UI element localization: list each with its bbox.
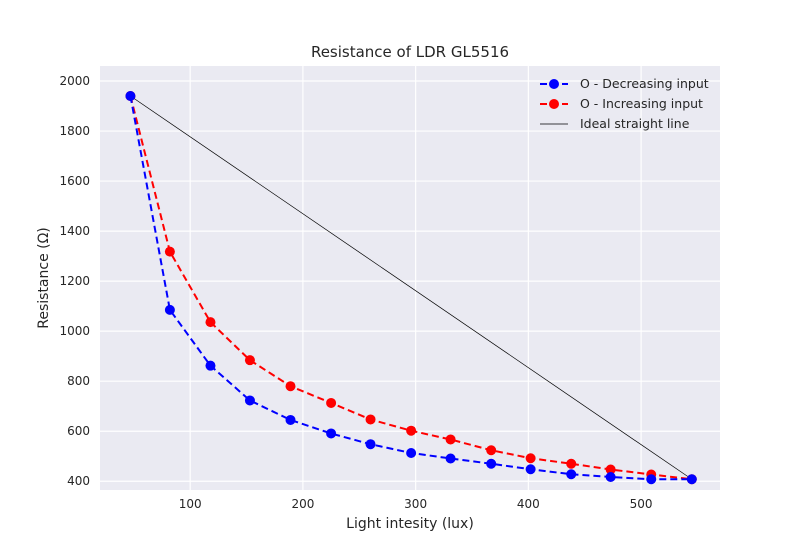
y-tick-label: 2000 [59, 74, 90, 88]
x-tick-label: 400 [517, 497, 540, 511]
data-point-series-0 [365, 439, 376, 450]
legend-swatch-marker [549, 99, 559, 109]
x-tick-label: 300 [404, 497, 427, 511]
data-point-series-1 [285, 381, 296, 392]
series-line-2 [130, 95, 693, 480]
data-point-series-1 [326, 397, 337, 408]
x-axis-label: Light intesity (lux) [346, 516, 474, 532]
data-point-series-1 [365, 414, 376, 425]
data-point-series-1 [486, 445, 497, 456]
data-point-series-0 [486, 458, 497, 469]
data-point-series-0 [326, 428, 337, 439]
data-point-series-1 [164, 246, 175, 257]
y-tick-label: 800 [67, 374, 90, 388]
x-tick-label: 500 [630, 497, 653, 511]
data-point-series-1 [525, 453, 536, 464]
legend-entry-label: O - Increasing input [580, 96, 703, 111]
data-point-series-0 [244, 395, 255, 406]
series-layer [125, 91, 697, 485]
data-point-series-0 [125, 91, 136, 102]
y-tick-label: 1600 [59, 174, 90, 188]
data-point-series-0 [525, 464, 536, 475]
data-point-series-0 [566, 469, 577, 480]
data-point-series-0 [445, 453, 456, 464]
data-point-series-1 [566, 458, 577, 469]
y-tick-label: 1200 [59, 274, 90, 288]
data-point-series-1 [205, 317, 216, 328]
data-point-series-0 [646, 474, 657, 485]
chart-title: Resistance of LDR GL5516 [311, 43, 509, 61]
plot-area [100, 66, 720, 490]
legend-entry-label: Ideal straight line [580, 116, 690, 131]
y-tick-label: 600 [67, 424, 90, 438]
legend-entry-label: O - Decreasing input [580, 76, 709, 91]
data-point-series-0 [605, 471, 616, 482]
data-point-series-1 [445, 434, 456, 445]
x-tick-label: 200 [291, 497, 314, 511]
data-point-series-0 [406, 447, 417, 458]
data-point-series-0 [285, 414, 296, 425]
legend: O - Decreasing input O - Increasing input… [540, 76, 709, 131]
y-axis-label: Resistance (Ω) [36, 227, 52, 329]
y-tick-labels: 400 600 800 1000 1200 1400 1600 1800 2000 [59, 74, 90, 488]
data-point-series-1 [605, 464, 616, 475]
x-tick-label: 100 [179, 497, 202, 511]
y-tick-label: 1000 [59, 324, 90, 338]
grid [100, 66, 720, 490]
data-point-series-1 [244, 355, 255, 366]
data-point-series-0 [164, 304, 175, 315]
y-tick-label: 1800 [59, 124, 90, 138]
data-point-series-1 [406, 425, 417, 436]
x-tick-labels: 100 200 300 400 500 [179, 497, 653, 511]
data-point-series-0 [686, 474, 697, 485]
y-tick-label: 1400 [59, 224, 90, 238]
data-point-series-0 [205, 360, 216, 371]
legend-swatch-marker [549, 79, 559, 89]
y-tick-label: 400 [67, 474, 90, 488]
